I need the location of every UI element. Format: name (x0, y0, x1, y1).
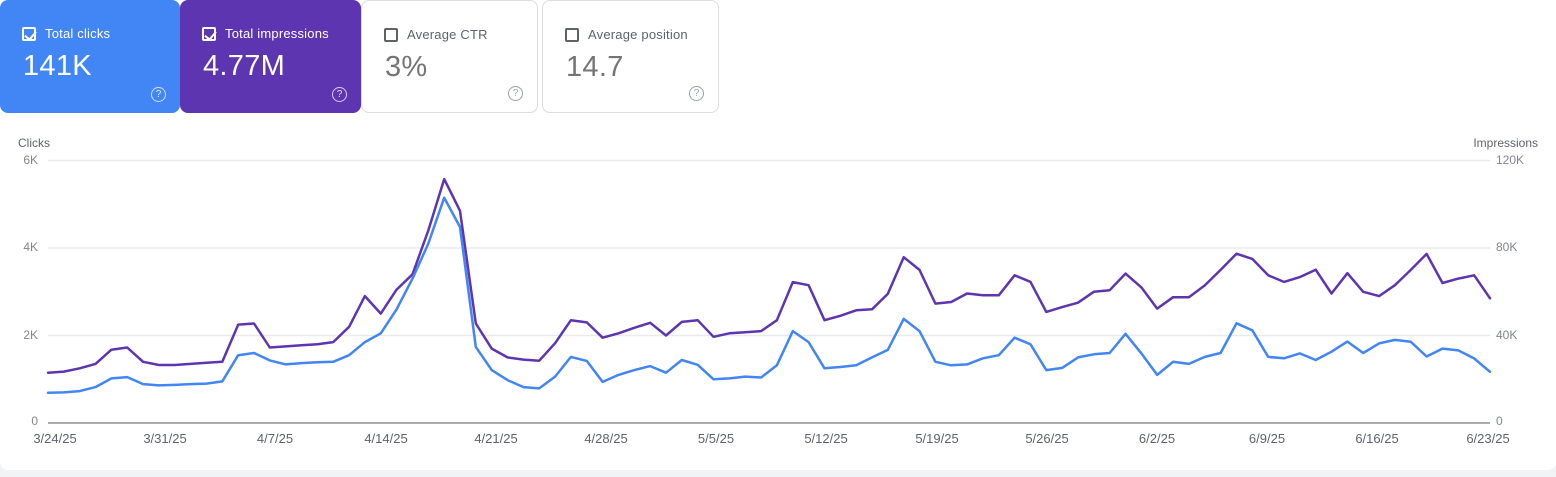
right-ytick: 40K (1496, 328, 1518, 342)
x-tick-label: 6/23/25 (1466, 431, 1510, 446)
x-tick-label: 5/5/25 (697, 431, 735, 446)
checkbox-total-impressions[interactable] (202, 26, 216, 41)
metric-card-average-ctr[interactable]: Average CTR 3% ? (361, 0, 538, 113)
metric-card-total-impressions[interactable]: Total impressions 4.77M ? (180, 0, 361, 113)
left-ytick: 0 (31, 414, 38, 428)
card-label: Average position (588, 27, 688, 42)
impressions-line (46, 177, 1492, 374)
x-tick-label: 5/19/25 (915, 431, 959, 446)
metric-card-average-position[interactable]: Average position 14.7 ? (542, 0, 719, 113)
left-ytick: 6K (23, 153, 38, 167)
left-axis-title: Clicks (18, 136, 50, 150)
x-tick-label: 5/12/25 (804, 431, 848, 446)
left-ytick: 2K (23, 328, 38, 342)
metric-card-total-clicks[interactable]: Total clicks 141K ? (0, 0, 180, 113)
checkbox-total-clicks[interactable] (22, 26, 36, 41)
help-icon[interactable]: ? (151, 87, 166, 102)
right-axis-title: Impressions (1473, 136, 1538, 150)
card-label: Average CTR (407, 27, 488, 42)
x-tick-label: 3/31/25 (143, 431, 187, 446)
checkbox-average-position[interactable] (565, 27, 579, 42)
help-icon[interactable]: ? (332, 87, 347, 102)
clicks-line (46, 196, 1492, 395)
x-tick-label: 4/7/25 (256, 431, 294, 446)
x-tick-label: 6/2/25 (1138, 431, 1176, 446)
card-label: Total clicks (45, 26, 111, 41)
x-tick-label: 6/9/25 (1248, 431, 1286, 446)
x-tick-label: 3/24/25 (33, 431, 77, 446)
total-clicks-value: 141K (23, 50, 92, 82)
left-ytick: 4K (23, 240, 38, 254)
help-icon[interactable]: ? (689, 86, 704, 101)
right-ytick: 80K (1496, 240, 1518, 254)
right-ytick: 120K (1496, 153, 1525, 167)
card-label: Total impressions (225, 26, 329, 41)
right-ytick: 0 (1496, 414, 1503, 428)
checkbox-average-ctr[interactable] (384, 27, 398, 42)
x-tick-label: 6/16/25 (1355, 431, 1399, 446)
average-position-value: 14.7 (566, 51, 624, 83)
x-tick-label: 4/28/25 (584, 431, 628, 446)
total-impressions-value: 4.77M (203, 50, 286, 82)
x-tick-label: 4/14/25 (364, 431, 408, 446)
average-ctr-value: 3% (385, 51, 428, 83)
x-tick-label: 4/21/25 (474, 431, 518, 446)
x-tick-label: 5/26/25 (1025, 431, 1069, 446)
help-icon[interactable]: ? (508, 86, 523, 101)
